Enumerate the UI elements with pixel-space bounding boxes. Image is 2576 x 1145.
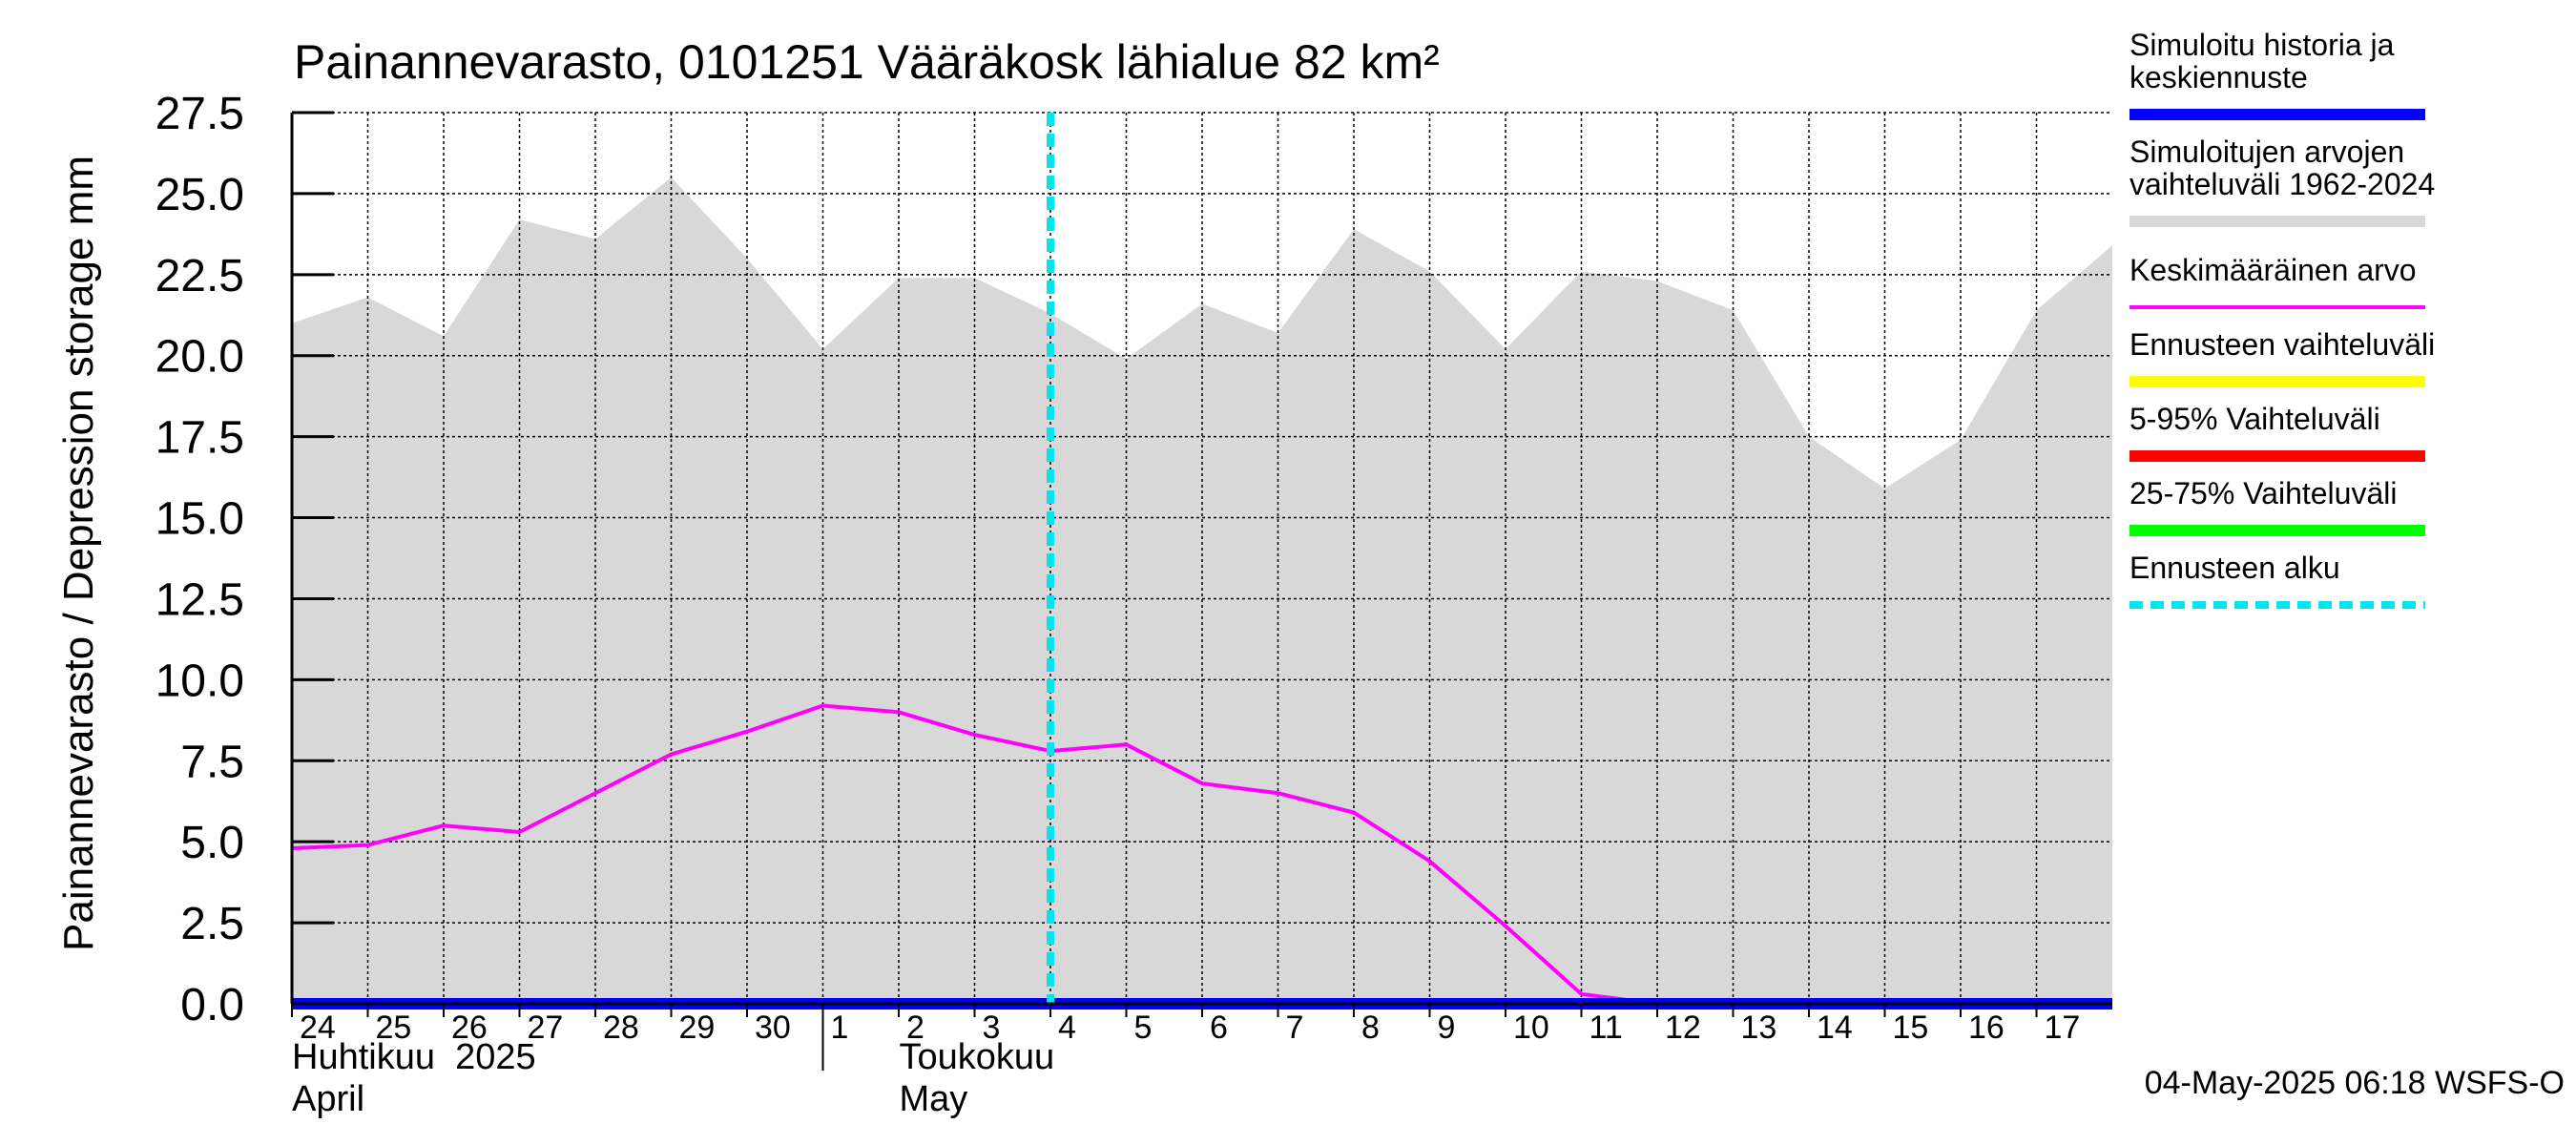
x-tick-label: 28 xyxy=(603,1010,639,1046)
y-tick-label: 20.0 xyxy=(156,332,244,383)
x-tick-label: 29 xyxy=(679,1010,716,1046)
y-tick-label: 27.5 xyxy=(156,89,244,139)
x-tick-label: 7 xyxy=(1286,1010,1304,1046)
legend-label: 5-95% Vaihteluväli xyxy=(2129,402,2380,436)
x-tick-label: 26 xyxy=(451,1010,488,1046)
legend-label: Ennusteen alku xyxy=(2129,551,2340,585)
y-tick-label: 7.5 xyxy=(180,737,244,787)
x-tick-label: 15 xyxy=(1893,1010,1929,1046)
x-tick-label: 8 xyxy=(1361,1010,1380,1046)
x-tick-label: 30 xyxy=(755,1010,791,1046)
x-tick-label: 6 xyxy=(1210,1010,1228,1046)
x-tick-label: 27 xyxy=(528,1010,564,1046)
legend-label: Simuloitujen arvojen xyxy=(2129,135,2404,169)
y-tick-label: 22.5 xyxy=(156,251,244,302)
x-tick-label: 4 xyxy=(1058,1010,1076,1046)
y-axis-label: Painannevarasto / Depression storage mm xyxy=(55,156,102,951)
month-label-en: May xyxy=(900,1079,968,1119)
legend-label: Ennusteen vaihteluväli xyxy=(2129,327,2435,362)
x-tick-label: 14 xyxy=(1817,1010,1853,1046)
x-tick-label: 2 xyxy=(906,1010,924,1046)
x-tick-label: 13 xyxy=(1741,1010,1777,1046)
x-tick-label: 1 xyxy=(831,1010,849,1046)
x-tick-label: 10 xyxy=(1513,1010,1549,1046)
y-tick-label: 10.0 xyxy=(156,656,244,706)
x-tick-label: 5 xyxy=(1134,1010,1153,1046)
legend-label: 25-75% Vaihteluväli xyxy=(2129,476,2397,510)
x-tick-label: 16 xyxy=(1968,1010,2005,1046)
y-tick-label: 15.0 xyxy=(156,494,244,545)
x-tick-label: 24 xyxy=(300,1010,336,1046)
y-tick-label: 2.5 xyxy=(180,899,244,949)
legend-label: Simuloitu historia ja xyxy=(2129,28,2395,62)
y-tick-label: 17.5 xyxy=(156,413,244,464)
month-label-fi: Huhtikuu 2025 xyxy=(292,1037,536,1077)
y-tick-label: 5.0 xyxy=(180,818,244,868)
y-tick-label: 12.5 xyxy=(156,574,244,625)
x-tick-label: 11 xyxy=(1589,1010,1623,1046)
x-tick-label: 12 xyxy=(1665,1010,1701,1046)
legend-label: vaihteluväli 1962-2024 xyxy=(2129,167,2435,201)
chart-title: Painannevarasto, 0101251 Vääräkosk lähia… xyxy=(294,35,1440,89)
footer-timestamp: 04-May-2025 06:18 WSFS-O xyxy=(2145,1065,2565,1101)
x-tick-label: 25 xyxy=(376,1010,412,1046)
month-label-en: April xyxy=(292,1079,364,1119)
legend-label: Keskimääräinen arvo xyxy=(2129,253,2417,287)
y-tick-label: 0.0 xyxy=(180,980,244,1030)
x-tick-label: 3 xyxy=(983,1010,1001,1046)
month-label-fi: Toukokuu xyxy=(900,1037,1055,1077)
x-tick-label: 17 xyxy=(2045,1010,2081,1046)
legend-label: keskiennuste xyxy=(2129,60,2308,94)
x-tick-label: 9 xyxy=(1438,1010,1456,1046)
y-tick-label: 25.0 xyxy=(156,170,244,220)
